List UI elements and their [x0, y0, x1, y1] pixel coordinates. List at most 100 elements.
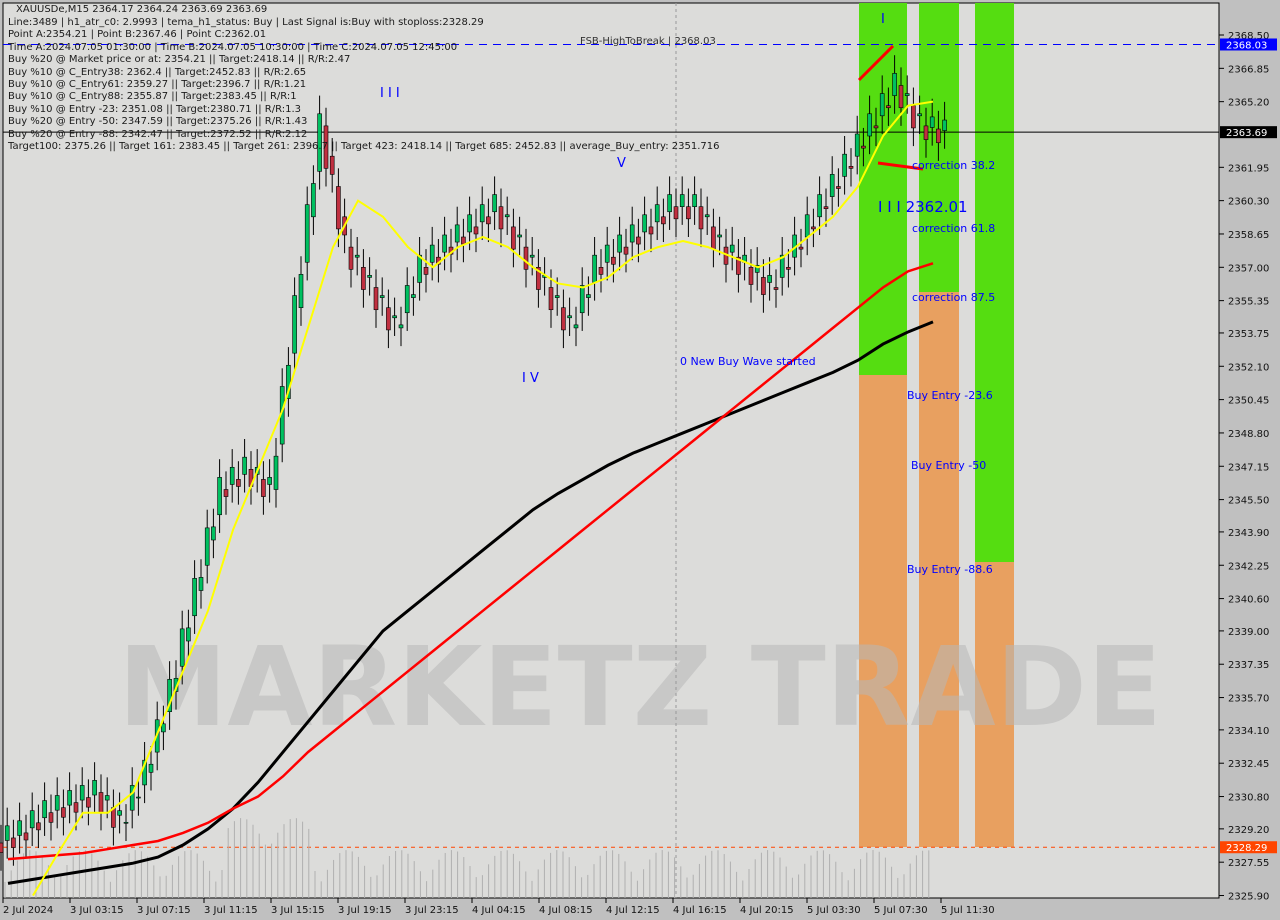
y-tick-label: 2342.25: [1228, 561, 1269, 572]
candle: [392, 315, 397, 319]
candle: [86, 797, 91, 808]
candle: [573, 324, 579, 329]
candle: [73, 802, 79, 813]
candle: [642, 214, 647, 233]
candle: [411, 294, 416, 298]
candle: [473, 226, 479, 235]
candle: [854, 133, 860, 157]
candle: [523, 246, 529, 270]
candle: [561, 307, 566, 331]
candle: [167, 679, 172, 713]
candle: [692, 194, 697, 208]
candle: [817, 194, 822, 218]
candle: [929, 116, 935, 128]
candle: [98, 792, 104, 813]
candle: [348, 246, 354, 270]
candle: [386, 307, 391, 331]
candle: [898, 85, 904, 109]
candle: [798, 246, 804, 250]
candle: [779, 254, 785, 278]
candle: [504, 214, 510, 218]
buy-zone-orange: [975, 562, 1014, 847]
candle: [892, 73, 897, 96]
candle: [586, 294, 591, 298]
candle: [842, 153, 847, 177]
candle: [223, 489, 229, 497]
candle: [336, 186, 341, 230]
candle: [829, 174, 835, 197]
x-tick-label: 3 Jul 23:15: [405, 905, 459, 916]
candle: [292, 295, 297, 354]
candle: [786, 266, 791, 270]
candle: [517, 234, 522, 238]
y-tick-label: 2365.20: [1228, 98, 1269, 109]
candle: [773, 287, 779, 290]
candle: [611, 256, 616, 265]
buy-zone-green: [975, 3, 1014, 562]
candle: [36, 822, 41, 831]
candle: [129, 785, 135, 811]
candle: [48, 812, 54, 823]
buy-zone-green: [859, 3, 907, 375]
candle: [748, 266, 754, 285]
x-tick-label: 3 Jul 11:15: [204, 905, 258, 916]
candle: [104, 795, 110, 801]
buy-zone-green: [919, 3, 959, 292]
y-tick-label: 2347.15: [1228, 462, 1269, 473]
candle: [511, 226, 516, 250]
candle: [461, 236, 466, 245]
wave-mark-1: I: [881, 12, 885, 27]
buy-zone-orange: [919, 292, 959, 847]
candle: [836, 186, 841, 189]
info-line: Buy %20 @ Entry -88: 2342.47 || Target:2…: [8, 128, 308, 140]
y-tick-label: 2350.45: [1228, 396, 1269, 407]
y-tick-label: 2340.60: [1228, 595, 1269, 606]
candle: [92, 780, 97, 796]
x-tick-label: 2 Jul 2024: [3, 905, 53, 916]
candle: [636, 236, 641, 245]
y-tick-label: 2327.55: [1228, 858, 1269, 869]
candle: [717, 234, 722, 238]
candle: [486, 216, 491, 225]
candle: [229, 466, 235, 485]
candle: [317, 113, 322, 172]
candle: [617, 234, 622, 253]
candle: [298, 274, 304, 308]
candle: [354, 254, 360, 258]
correction-61-label: correction 61.8: [912, 222, 996, 235]
buy-entry-88-label: Buy Entry -88.6: [907, 563, 993, 576]
y-tick-label: 2348.80: [1228, 429, 1269, 440]
candle: [304, 204, 310, 263]
candle: [373, 287, 379, 311]
x-tick-label: 4 Jul 12:15: [606, 905, 660, 916]
candle: [804, 214, 810, 238]
x-tick-label: 5 Jul 11:30: [941, 905, 995, 916]
y-tick-label: 2339.00: [1228, 627, 1269, 638]
candle: [704, 214, 710, 218]
candle: [273, 455, 279, 490]
y-tick-label: 2368.50: [1228, 31, 1269, 42]
candle: [648, 226, 654, 235]
y-tick-label: 2352.10: [1228, 362, 1269, 373]
candle: [398, 324, 404, 329]
candle: [873, 125, 879, 129]
candle: [604, 244, 610, 263]
candle: [311, 183, 316, 218]
candle: [867, 113, 872, 137]
info-line: Buy %10 @ Entry -23: 2351.08 || Target:2…: [8, 103, 301, 115]
candle: [667, 194, 672, 213]
y-tick-label: 2330.80: [1228, 793, 1269, 804]
candle: [923, 125, 929, 140]
candle: [204, 527, 210, 566]
buy-entry-50-label: Buy Entry -50: [911, 459, 987, 472]
x-tick-label: 3 Jul 07:15: [137, 905, 191, 916]
ma-red-line: [7, 262, 934, 861]
candle: [142, 759, 147, 786]
candle: [848, 166, 854, 169]
new-wave-label: 0 New Buy Wave started: [680, 355, 816, 368]
ma-black-line: [7, 320, 934, 885]
candle: [379, 295, 385, 298]
trend-line-bc: [877, 161, 924, 171]
trend-line-ab: [857, 44, 895, 82]
